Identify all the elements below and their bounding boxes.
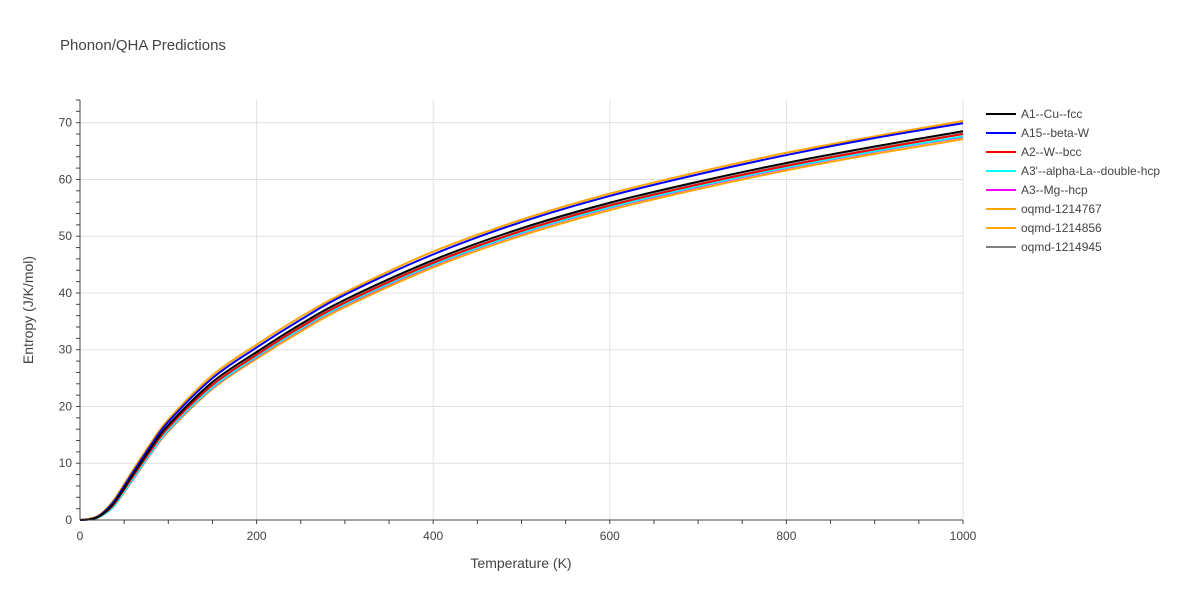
y-tick-label: 30 xyxy=(59,343,73,357)
legend-label: oqmd-1214856 xyxy=(1021,221,1102,235)
y-tick-label: 20 xyxy=(59,399,73,413)
y-tick-label: 60 xyxy=(59,172,73,186)
y-axis-title: Entropy (J/K/mol) xyxy=(20,256,36,364)
series-line-a2-w-bcc xyxy=(79,133,964,521)
series-line-a3-mg-hcp xyxy=(79,135,964,521)
series-line-oqmd-1214856 xyxy=(79,120,964,521)
plot-area xyxy=(79,120,964,521)
x-tick-label: 1000 xyxy=(950,529,977,543)
legend-label: oqmd-1214945 xyxy=(1021,240,1102,254)
legend-label: A3--Mg--hcp xyxy=(1021,183,1088,197)
axes: 0 200 400 600 800 1000 0 10 20 30 40 50 60 70 xyxy=(59,99,977,543)
x-axis-title: Temperature (K) xyxy=(470,555,571,571)
x-tick-label: 0 xyxy=(77,529,84,543)
legend-label: A1--Cu--fcc xyxy=(1021,107,1082,121)
legend-label: A3'--alpha-La--double-hcp xyxy=(1021,164,1160,178)
x-tick-label: 600 xyxy=(600,529,620,543)
x-tick-label: 200 xyxy=(247,529,267,543)
series-line-a1-cu-fcc xyxy=(79,130,964,521)
grid xyxy=(80,100,964,521)
chart-title: Phonon/QHA Predictions xyxy=(60,37,226,54)
y-tick-label: 50 xyxy=(59,229,73,243)
legend: A1--Cu--fcc A15--beta-W A2--W--bcc A3'--alp… xyxy=(986,107,1160,254)
legend-label: oqmd-1214767 xyxy=(1021,202,1102,216)
legend-label: A15--beta-W xyxy=(1021,126,1090,140)
legend-label: A2--W--bcc xyxy=(1021,145,1081,159)
y-tick-label: 0 xyxy=(65,513,72,527)
y-tick-label: 40 xyxy=(59,286,73,300)
series-line-oqmd-1214945 xyxy=(79,132,964,521)
series-line-a3-alpha-la-double-hcp xyxy=(79,135,964,521)
y-tick-label: 70 xyxy=(59,116,73,130)
series-line-a15-beta-w xyxy=(79,122,964,521)
x-tick-label: 800 xyxy=(776,529,796,543)
y-tick-label: 10 xyxy=(59,456,73,470)
x-tick-label: 400 xyxy=(423,529,443,543)
